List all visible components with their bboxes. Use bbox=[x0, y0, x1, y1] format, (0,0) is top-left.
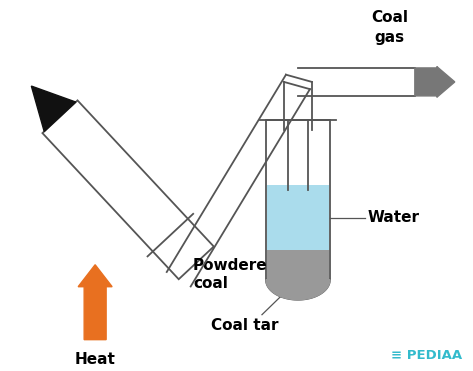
Bar bbox=[266, 120, 330, 280]
Text: Powdered
coal: Powdered coal bbox=[193, 258, 279, 291]
Text: Heat: Heat bbox=[75, 352, 115, 367]
Polygon shape bbox=[31, 86, 76, 131]
Polygon shape bbox=[284, 82, 312, 130]
Polygon shape bbox=[266, 280, 330, 300]
FancyArrow shape bbox=[78, 265, 112, 340]
Bar bbox=[267, 185, 329, 250]
Bar bbox=[267, 250, 329, 280]
Text: Coal tar: Coal tar bbox=[211, 318, 279, 333]
FancyArrow shape bbox=[415, 66, 455, 97]
Polygon shape bbox=[167, 75, 310, 286]
Text: Water: Water bbox=[368, 210, 420, 225]
Polygon shape bbox=[43, 101, 214, 279]
Text: Coal
gas: Coal gas bbox=[371, 10, 408, 45]
Text: ≡ PEDIAA: ≡ PEDIAA bbox=[391, 349, 462, 362]
